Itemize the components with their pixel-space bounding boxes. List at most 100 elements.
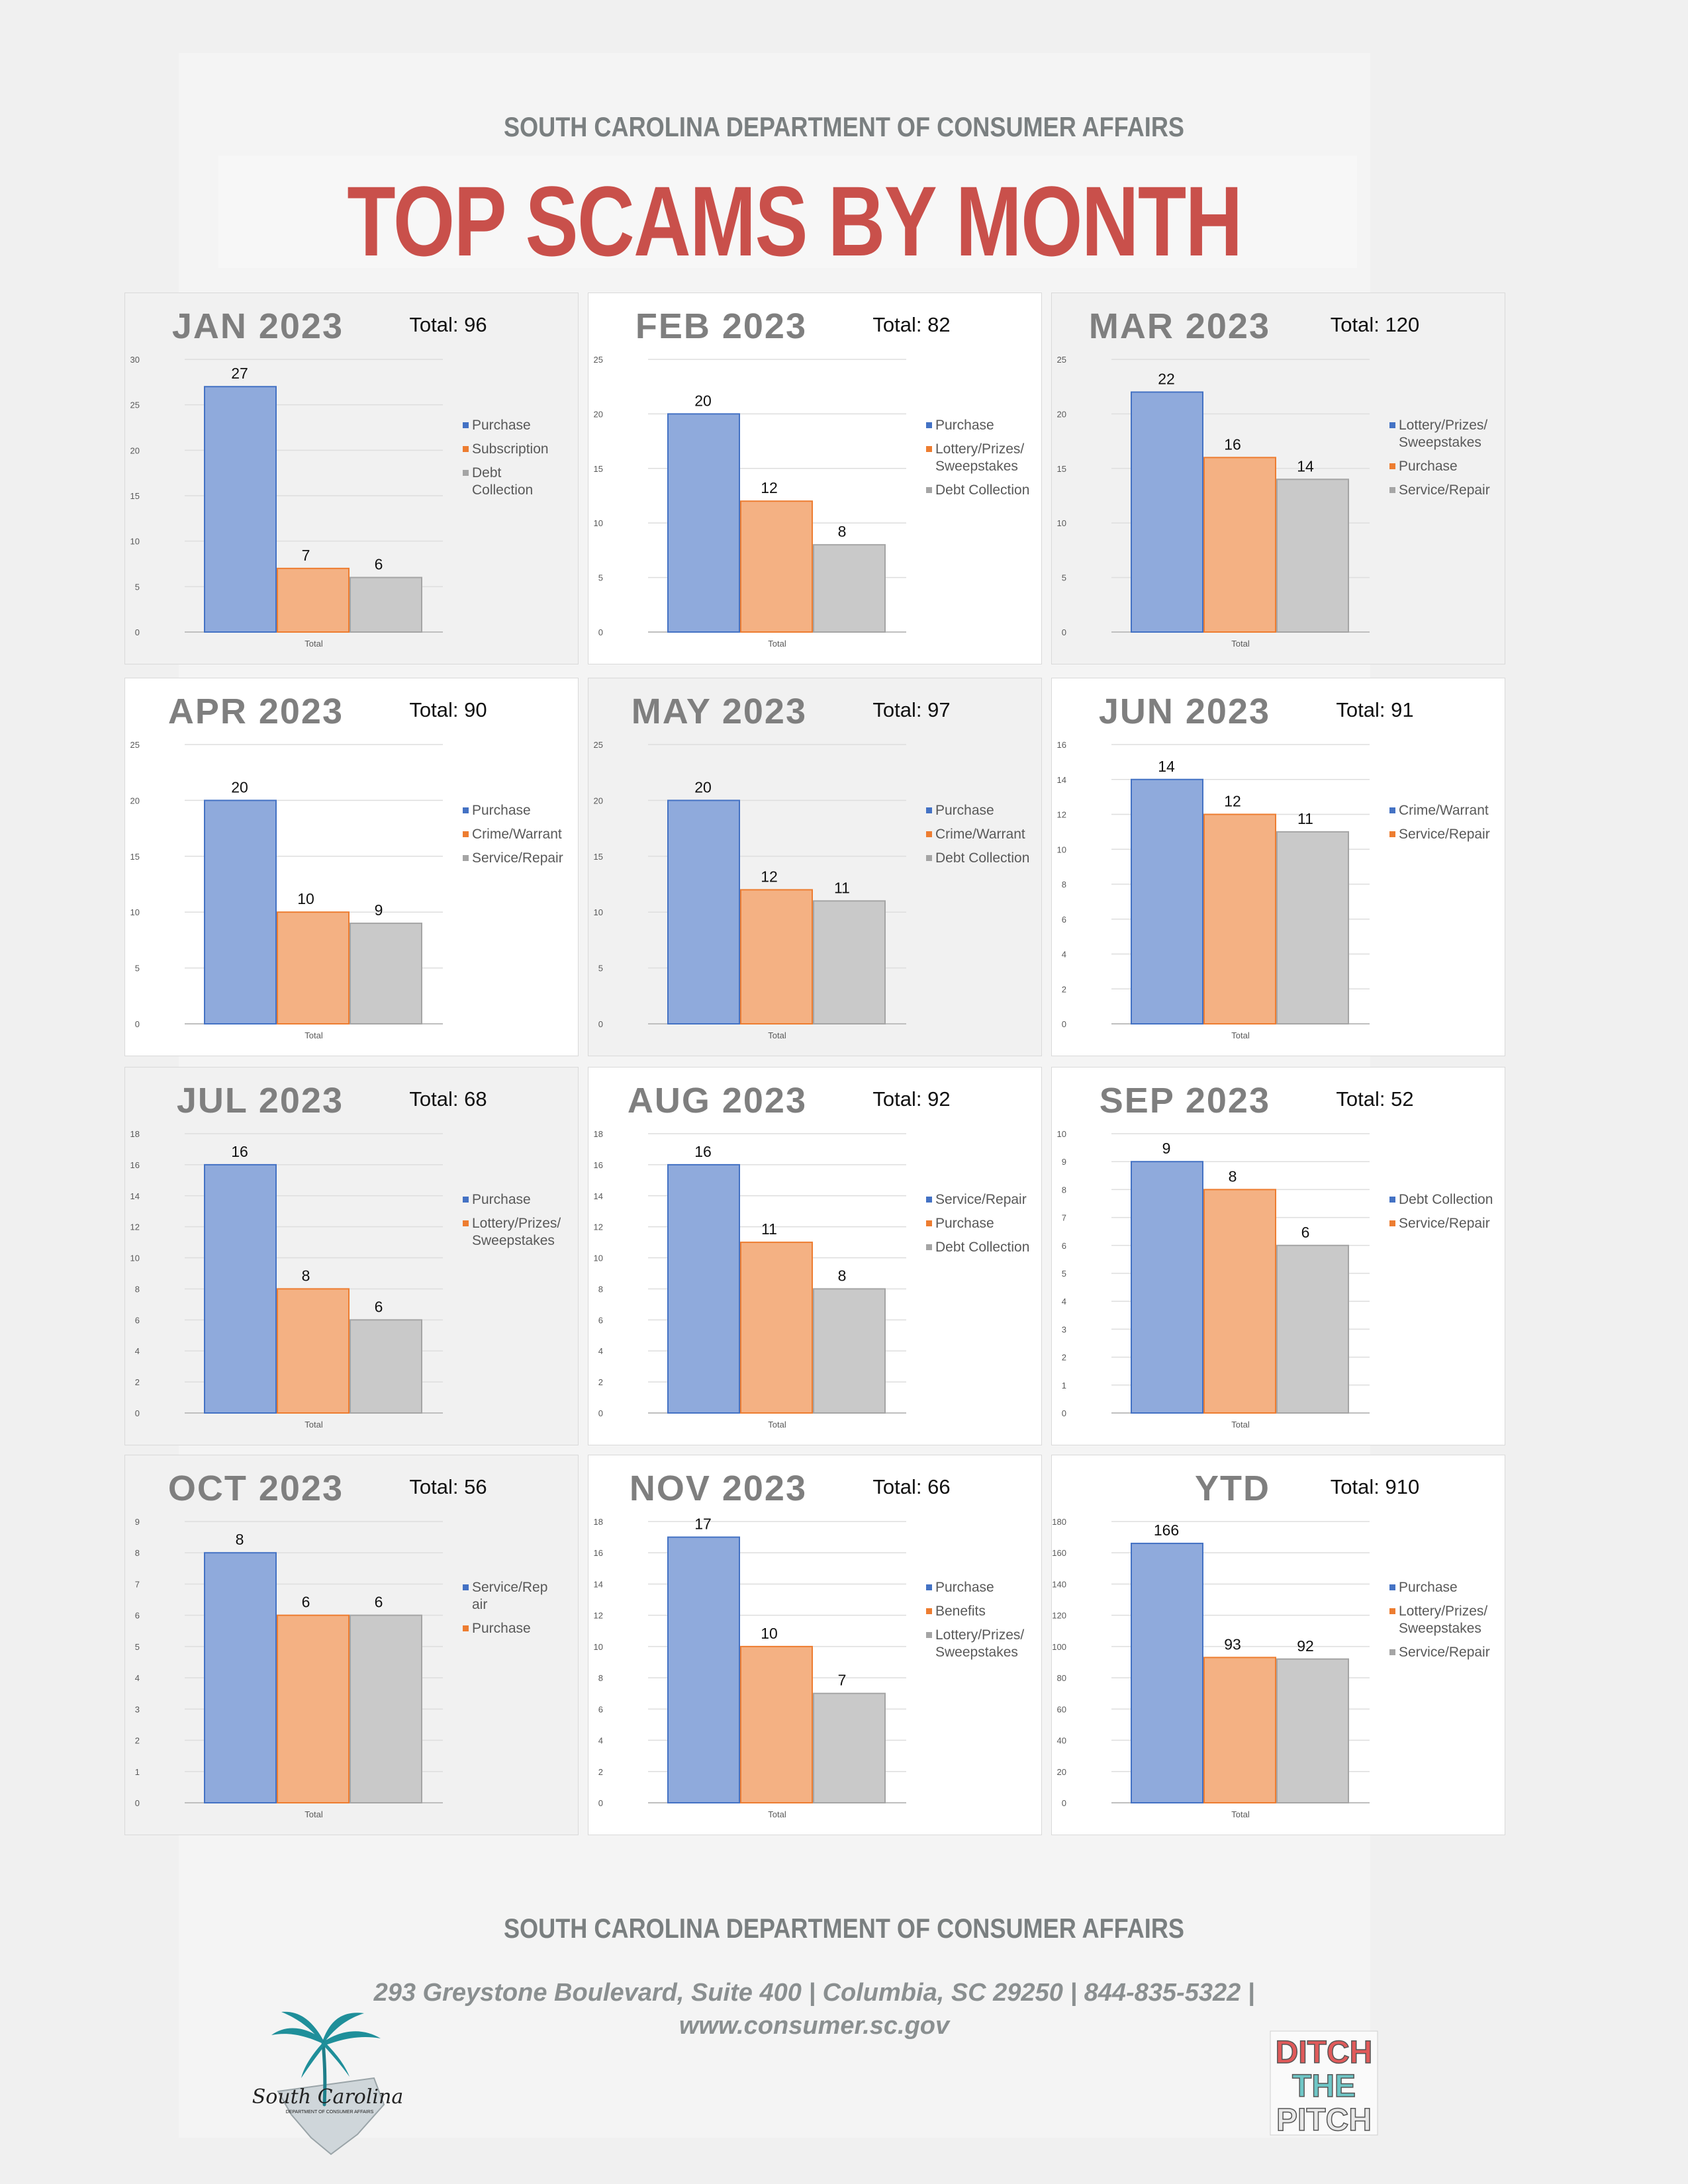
bar xyxy=(204,1552,277,1803)
legend-swatch xyxy=(1389,422,1395,428)
bar xyxy=(667,1536,740,1803)
bar xyxy=(350,1614,422,1804)
y-tick-label: 16 xyxy=(130,1160,140,1170)
legend-swatch xyxy=(463,1584,469,1590)
y-tick-label: 5 xyxy=(135,1642,140,1652)
legend-entry: Purchase xyxy=(472,803,531,818)
bar-value-label: 16 xyxy=(1224,435,1241,453)
bar-value-label: 9 xyxy=(375,901,383,919)
chart-total: Total: 56 xyxy=(409,1475,487,1498)
chart-panel: OCT 2023 Total: 56 0 1 2 3 4 5 6 7 8 9 8 6 6 Total Servi… xyxy=(124,1455,579,1835)
y-tick-label: 25 xyxy=(130,740,140,750)
legend-swatch xyxy=(1389,1584,1395,1590)
y-tick-label: 0 xyxy=(1062,1408,1066,1418)
legend-entry: Purchase xyxy=(935,418,994,433)
bar-value-label: 14 xyxy=(1297,457,1314,475)
y-tick-label: 10 xyxy=(130,537,140,547)
chart-panel: JUN 2023 Total: 91 0 2 4 6 8 10 12 14 16 14 12 11 Tota… xyxy=(1051,678,1505,1056)
x-category-label: Total xyxy=(305,639,323,649)
x-category-label: Total xyxy=(1231,1420,1250,1430)
y-tick-label: 12 xyxy=(130,1222,140,1232)
chart-total: Total: 82 xyxy=(872,313,950,336)
chart-total: Total: 90 xyxy=(409,698,487,721)
bar-value-label: 7 xyxy=(302,547,310,564)
y-tick-label: 8 xyxy=(598,1284,603,1294)
logo-word-ditch: DITCH xyxy=(1276,2035,1373,2070)
bar-chart: YTD Total: 910 0 20 40 60 80 100 120 140 160 180 166… xyxy=(1052,1469,1490,1819)
chart-title: AUG 2023 xyxy=(628,1081,807,1120)
y-tick-label: 3 xyxy=(135,1704,140,1714)
legend-swatch xyxy=(1389,807,1395,813)
bar-value-label: 12 xyxy=(1224,793,1241,810)
y-tick-label: 9 xyxy=(135,1517,140,1527)
bar-value-label: 7 xyxy=(838,1672,847,1689)
legend-swatch xyxy=(463,470,469,476)
y-tick-label: 4 xyxy=(135,1673,140,1683)
y-tick-label: 6 xyxy=(135,1315,140,1325)
logo-word-the: THE xyxy=(1292,2069,1356,2104)
legend-swatch xyxy=(926,487,932,493)
y-tick-label: 1 xyxy=(1062,1381,1066,1390)
y-tick-label: 4 xyxy=(135,1346,140,1356)
bar-chart: APR 2023 Total: 90 0 5 10 15 20 25 20 10 9 Total Pur… xyxy=(130,692,563,1040)
x-category-label: Total xyxy=(768,1030,786,1040)
legend-entry: Purchase xyxy=(935,1580,994,1595)
bar xyxy=(667,413,740,633)
y-tick-label: 16 xyxy=(594,1548,603,1558)
website-link[interactable]: www.consumer.sc.gov xyxy=(679,2012,950,2040)
y-tick-label: 6 xyxy=(1062,1241,1066,1251)
y-tick-label: 2 xyxy=(598,1767,603,1777)
y-tick-label: 0 xyxy=(135,1019,140,1029)
y-tick-label: 8 xyxy=(598,1673,603,1683)
bar xyxy=(277,1288,350,1414)
chart-total: Total: 97 xyxy=(872,698,950,721)
chart-title: SEP 2023 xyxy=(1100,1081,1270,1120)
y-tick-label: 25 xyxy=(594,355,603,365)
legend-swatch xyxy=(463,446,469,452)
y-tick-label: 20 xyxy=(594,796,603,805)
bar xyxy=(1131,778,1203,1024)
chart-panel: MAY 2023 Total: 97 0 5 10 15 20 25 20 12 11 Total Pu… xyxy=(588,678,1042,1056)
bar-value-label: 8 xyxy=(838,1267,847,1284)
bar-value-label: 16 xyxy=(231,1143,248,1160)
title-band xyxy=(218,156,1357,268)
bar xyxy=(204,1163,277,1414)
chart-title: JUN 2023 xyxy=(1099,692,1270,731)
y-tick-label: 120 xyxy=(1052,1611,1066,1621)
bar xyxy=(350,1319,422,1414)
bar xyxy=(277,567,350,633)
legend-swatch xyxy=(1389,831,1395,837)
y-tick-label: 25 xyxy=(130,400,140,410)
bar xyxy=(1131,1543,1203,1804)
bar-value-label: 8 xyxy=(302,1267,310,1284)
y-tick-label: 14 xyxy=(594,1191,603,1201)
bar-value-label: 20 xyxy=(231,778,248,796)
bar-chart: AUG 2023 Total: 92 0 2 4 6 8 10 12 14 16 18 16 11 8 Tot… xyxy=(594,1081,1030,1430)
bar-value-label: 16 xyxy=(694,1143,712,1160)
bar xyxy=(740,1242,813,1414)
bar xyxy=(277,911,350,1025)
bar-value-label: 8 xyxy=(838,523,847,540)
legend-swatch xyxy=(1389,1608,1395,1614)
bar-value-label: 6 xyxy=(375,1594,383,1611)
legend-entry: Purchase xyxy=(935,1216,994,1231)
y-tick-label: 180 xyxy=(1052,1517,1066,1527)
bar xyxy=(813,544,886,633)
bar-value-label: 6 xyxy=(302,1594,310,1611)
bar xyxy=(204,799,277,1024)
bar xyxy=(1276,831,1349,1024)
legend-swatch xyxy=(926,831,932,837)
bar xyxy=(350,923,422,1024)
legend-swatch xyxy=(463,422,469,428)
y-tick-label: 9 xyxy=(1062,1157,1066,1167)
legend-entry: Service/Repair xyxy=(1399,1645,1490,1660)
legend-swatch xyxy=(1389,463,1395,469)
y-tick-label: 160 xyxy=(1052,1548,1066,1558)
legend-entry: Purchase xyxy=(1399,459,1458,474)
legend-swatch xyxy=(926,446,932,452)
address-line: 293 Greystone Boulevard, Suite 400 | Col… xyxy=(373,1979,1255,2007)
y-tick-label: 5 xyxy=(135,582,140,592)
logo-text: South Carolina xyxy=(252,2085,404,2109)
y-tick-label: 10 xyxy=(130,907,140,917)
